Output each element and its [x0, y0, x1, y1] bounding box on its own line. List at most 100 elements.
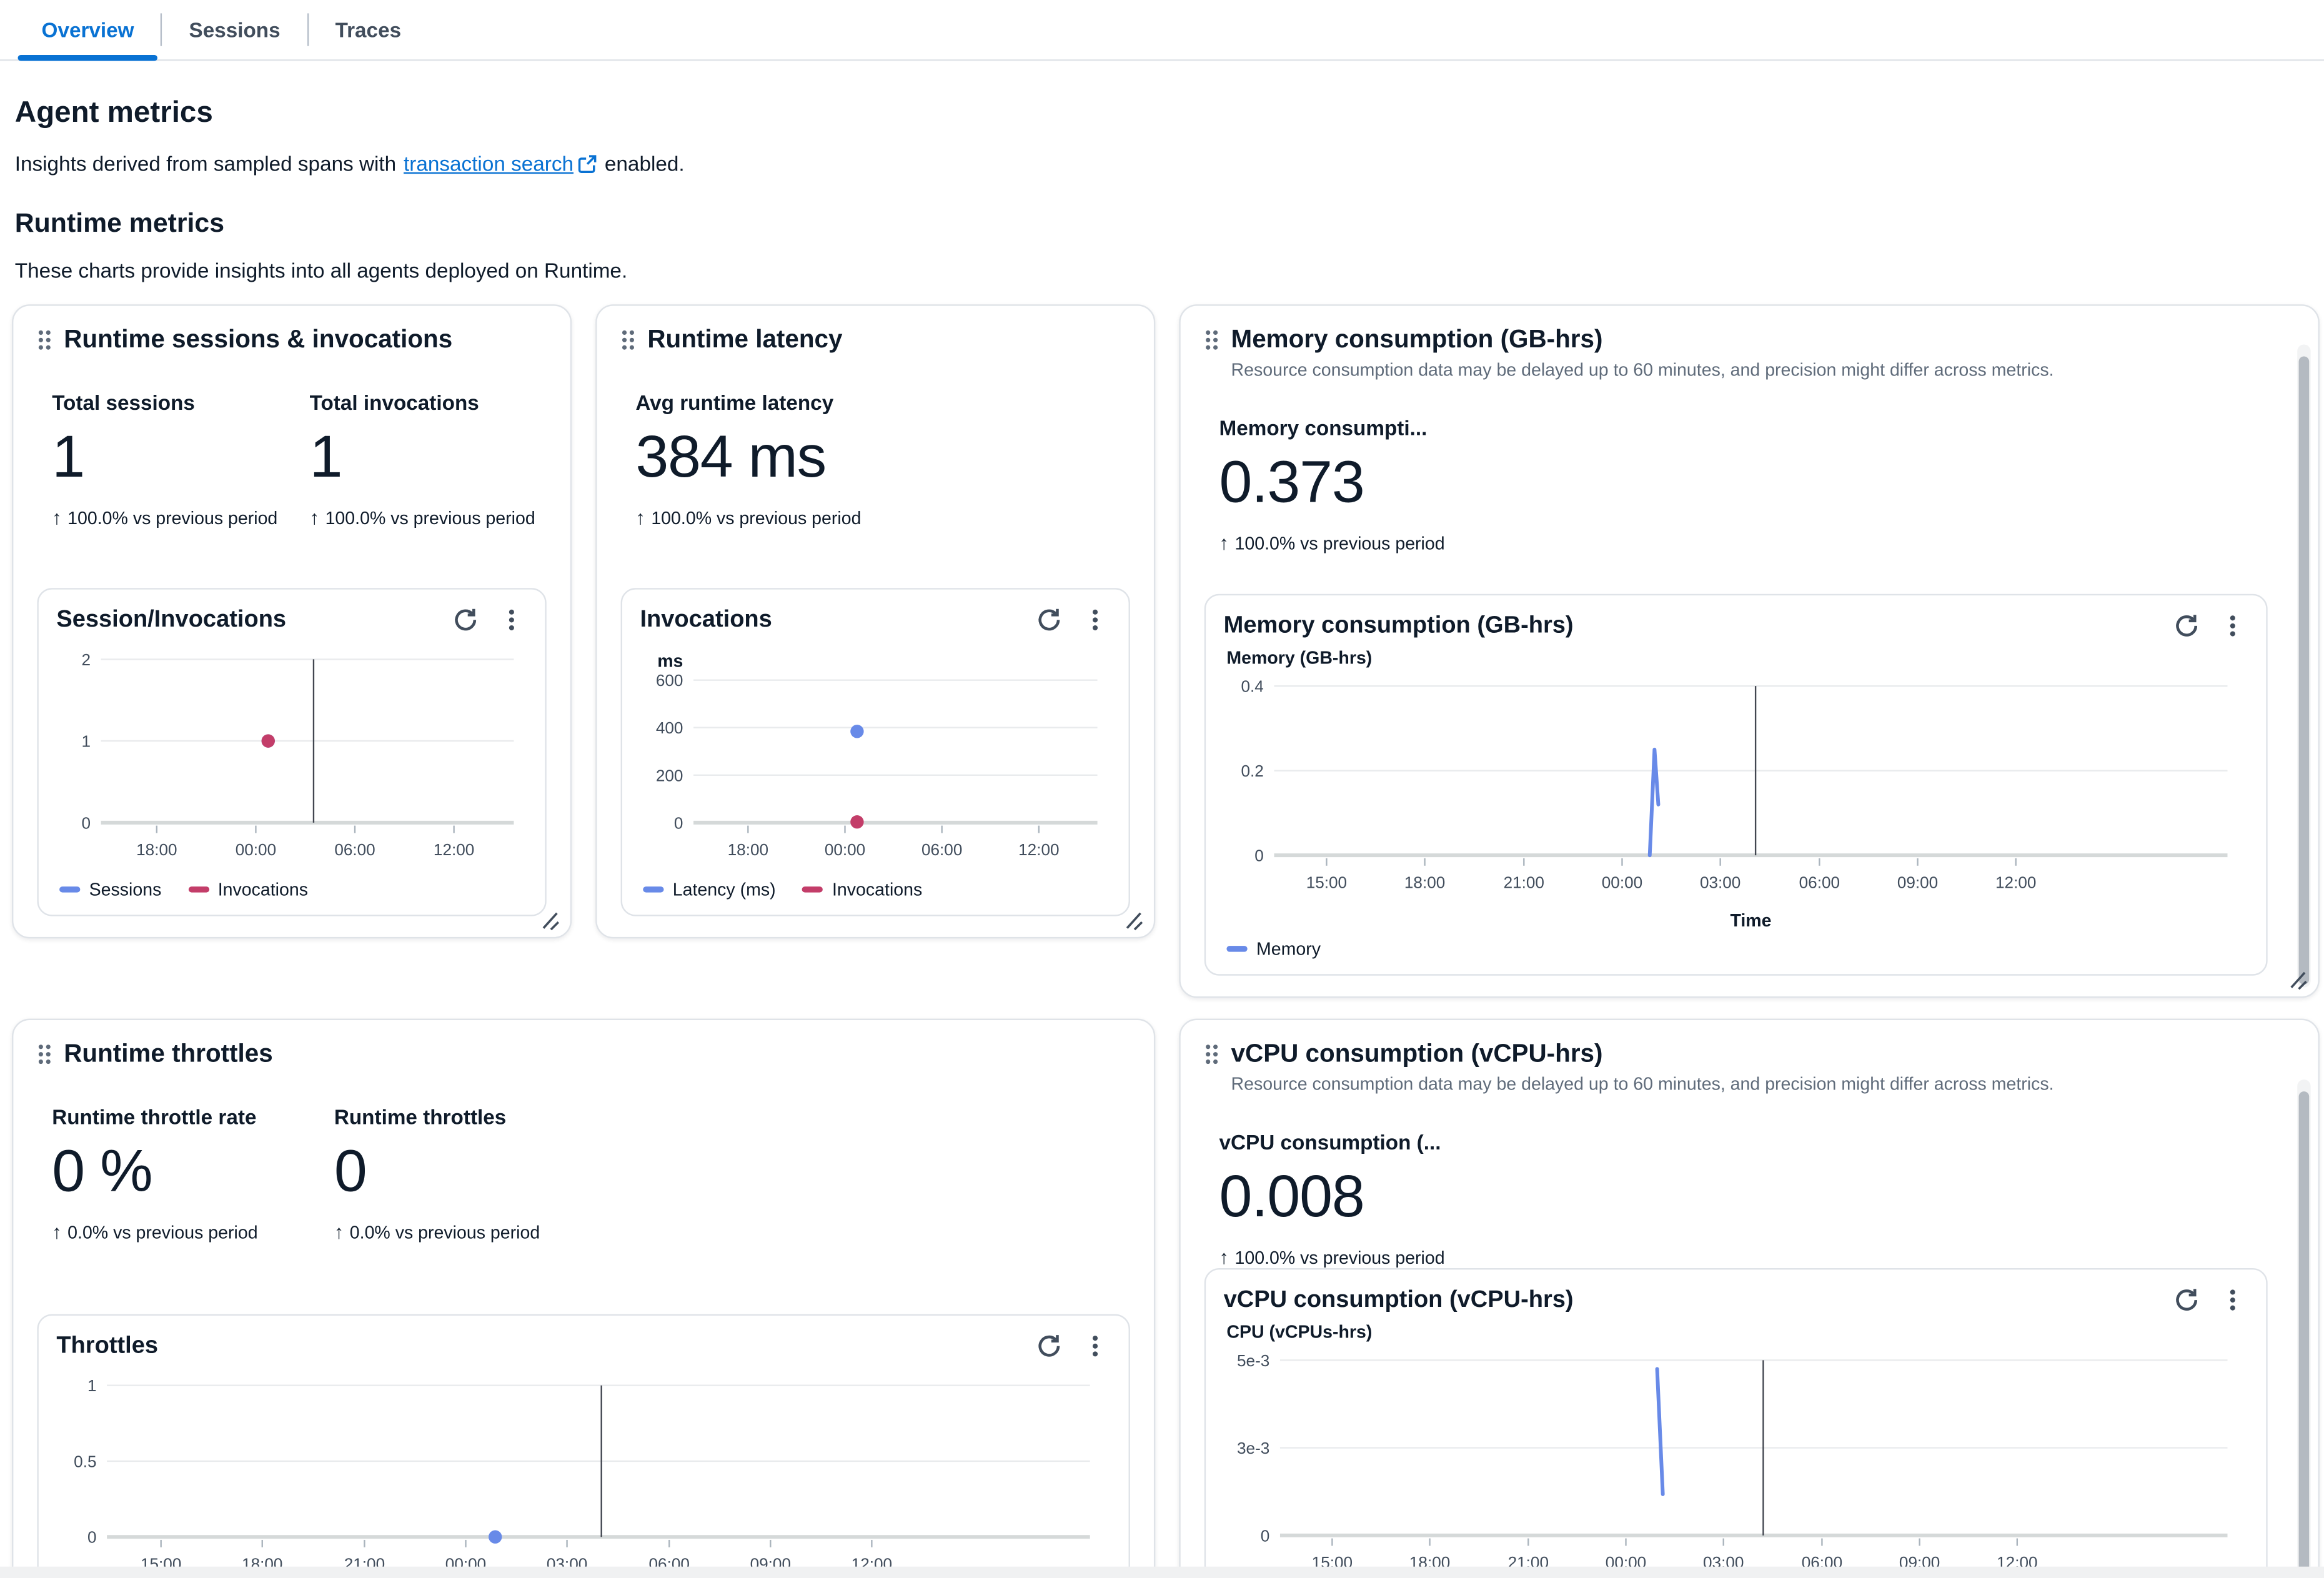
card-scrollbar — [2297, 1079, 2311, 1578]
card-runtime-throttles: Runtime throttles Runtime throttle rate … — [12, 1018, 1156, 1578]
svg-text:0.2: 0.2 — [1241, 762, 1263, 780]
trend-up-arrow: ↑ — [635, 506, 645, 529]
stat-value: 0 — [334, 1139, 367, 1204]
chart-title: Invocations — [640, 607, 772, 632]
card-title: Runtime sessions & invocations — [64, 325, 453, 354]
legend-label: Sessions — [89, 879, 162, 900]
refresh-button[interactable] — [2171, 1284, 2202, 1316]
refresh-button[interactable] — [2171, 610, 2202, 642]
trend-text: 100.0% vs previous period — [651, 507, 862, 528]
intro-text: Insights derived from sampled spans with… — [15, 151, 2309, 175]
stat-trend: ↑ 100.0% vs previous period — [310, 507, 547, 529]
drag-handle-icon[interactable] — [37, 328, 52, 352]
chart-title: Session/Invocations — [56, 607, 287, 632]
card-memory-consumption: Memory consumption (GB-hrs) Resource con… — [1179, 304, 2320, 998]
trend-up-arrow: ↑ — [309, 506, 320, 529]
stat-memory-consumption: Memory consumpti... 0.373 ↑ 100.0% vs pre… — [1219, 416, 1481, 554]
transaction-search-link-label: transaction search — [404, 151, 574, 176]
svg-text:06:00: 06:00 — [334, 840, 375, 859]
stat-label: Avg runtime latency — [635, 390, 834, 415]
refresh-button[interactable] — [1033, 1331, 1065, 1362]
metrics-board: Runtime sessions & invocations Total ses… — [0, 304, 2324, 1578]
stat-avg-runtime-latency: Avg runtime latency 384 ms ↑ 100.0% vs pr… — [635, 390, 896, 528]
svg-text:18:00: 18:00 — [136, 840, 177, 859]
legend-item-sessions: Sessions — [59, 879, 161, 900]
card-title: vCPU consumption (vCPU-hrs) — [1231, 1039, 1603, 1068]
refresh-button[interactable] — [1033, 604, 1065, 635]
stat-total-sessions: Total sessions 1 ↑ 100.0% vs previous per… — [52, 390, 289, 528]
stat-trend: ↑ 0.0% vs previous period — [52, 1221, 313, 1243]
transaction-search-link[interactable]: transaction search — [404, 151, 597, 175]
section-agent-metrics: Agent metrics Insights derived from samp… — [0, 97, 2324, 282]
stat-label: vCPU consumption (... — [1219, 1129, 1441, 1154]
vcpu-chart: 03e-35e-315:00 18:00 21:00 00:00 03:00 06:00 0… — [1226, 1322, 2228, 1572]
drag-handle-icon[interactable] — [1204, 1043, 1219, 1066]
svg-text:00:00: 00:00 — [236, 840, 276, 859]
trend-text: 0.0% vs previous period — [67, 1221, 258, 1243]
tab-traces[interactable]: Traces — [309, 0, 428, 59]
tab-sessions[interactable]: Sessions — [162, 0, 307, 59]
legend-item-memory: Memory — [1226, 938, 1321, 960]
trend-up-arrow: ↑ — [52, 506, 62, 529]
svg-text:3e-3: 3e-3 — [1237, 1439, 1269, 1457]
refresh-button[interactable] — [450, 604, 481, 635]
svg-text:0: 0 — [81, 813, 91, 832]
trend-up-arrow: ↑ — [334, 1220, 344, 1243]
stat-value: 0 % — [52, 1139, 152, 1204]
trend-text: 100.0% vs previous period — [325, 507, 535, 528]
stat-value: 1 — [309, 424, 343, 490]
legend-label: Invocations — [217, 879, 309, 900]
stat-total-invocations: Total invocations 1 ↑ 100.0% vs previous … — [310, 390, 547, 528]
legend-swatch — [1226, 946, 1248, 952]
kebab-menu-button[interactable] — [2217, 1284, 2248, 1316]
scrollbar-thumb[interactable] — [2298, 1091, 2310, 1578]
stat-vcpu-consumption: vCPU consumption (... 0.008 ↑ 100.0% vs p… — [1219, 1130, 1481, 1268]
stat-trend: ↑ 100.0% vs previous period — [52, 507, 289, 529]
chart-legend: Sessions Invocations — [59, 879, 527, 900]
resize-handle-icon[interactable] — [2287, 968, 2311, 992]
chart-title: Throttles — [56, 1332, 159, 1358]
kebab-menu-button[interactable] — [1080, 1331, 1111, 1362]
resize-handle-icon[interactable] — [539, 909, 563, 933]
kebab-menu-button[interactable] — [1080, 604, 1111, 635]
resize-handle-icon[interactable] — [1123, 909, 1146, 933]
legend-item-invocations: Invocations — [188, 879, 308, 900]
kebab-menu-icon — [2230, 1289, 2235, 1311]
drag-handle-icon[interactable] — [1204, 328, 1219, 352]
svg-text:0: 0 — [87, 1528, 97, 1547]
trend-text: 100.0% vs previous period — [1234, 1246, 1445, 1268]
card-title: Memory consumption (GB-hrs) — [1231, 325, 1603, 354]
refresh-icon — [1038, 608, 1060, 631]
kebab-menu-button[interactable] — [2217, 610, 2248, 642]
svg-text:0.5: 0.5 — [74, 1452, 96, 1471]
svg-text:0: 0 — [1261, 1526, 1270, 1545]
intro-prefix: Insights derived from sampled spans with — [14, 151, 397, 176]
kebab-menu-icon — [2230, 615, 2235, 637]
svg-text:5e-3: 5e-3 — [1237, 1351, 1269, 1370]
svg-text:CPU (vCPUs-hrs): CPU (vCPUs-hrs) — [1226, 1322, 1372, 1342]
legend-swatch — [643, 886, 664, 893]
trend-up-arrow: ↑ — [1219, 531, 1229, 554]
stat-value: 384 ms — [635, 424, 827, 490]
svg-text:0: 0 — [674, 813, 683, 832]
card-runtime-latency: Runtime latency Avg runtime latency 384 … — [595, 304, 1156, 939]
stat-runtime-throttle-rate: Runtime throttle rate 0 % ↑ 0.0% vs previ… — [52, 1104, 313, 1243]
chart-panel-session-invocations: Session/Invocations 0 1 2 18:00 00:00 06:00 12… — [37, 588, 547, 916]
svg-text:0: 0 — [1254, 846, 1264, 865]
drag-handle-icon[interactable] — [621, 328, 636, 352]
drag-handle-icon[interactable] — [37, 1043, 52, 1066]
tab-overview[interactable]: Overview — [15, 0, 161, 61]
scrollbar-thumb[interactable] — [2298, 356, 2310, 985]
svg-text:ms: ms — [657, 651, 683, 671]
svg-text:06:00: 06:00 — [921, 840, 962, 859]
stat-value: 0.373 — [1219, 450, 1365, 515]
svg-text:2: 2 — [81, 650, 91, 669]
card-vcpu-consumption: vCPU consumption (vCPU-hrs) Resource con… — [1179, 1018, 2320, 1578]
svg-text:0.4: 0.4 — [1241, 677, 1263, 696]
trend-up-arrow: ↑ — [1219, 1246, 1229, 1268]
kebab-menu-icon — [509, 609, 514, 631]
stat-trend: ↑ 100.0% vs previous period — [635, 507, 896, 529]
kebab-menu-button[interactable] — [496, 604, 527, 635]
legend-label: Memory — [1256, 938, 1321, 960]
